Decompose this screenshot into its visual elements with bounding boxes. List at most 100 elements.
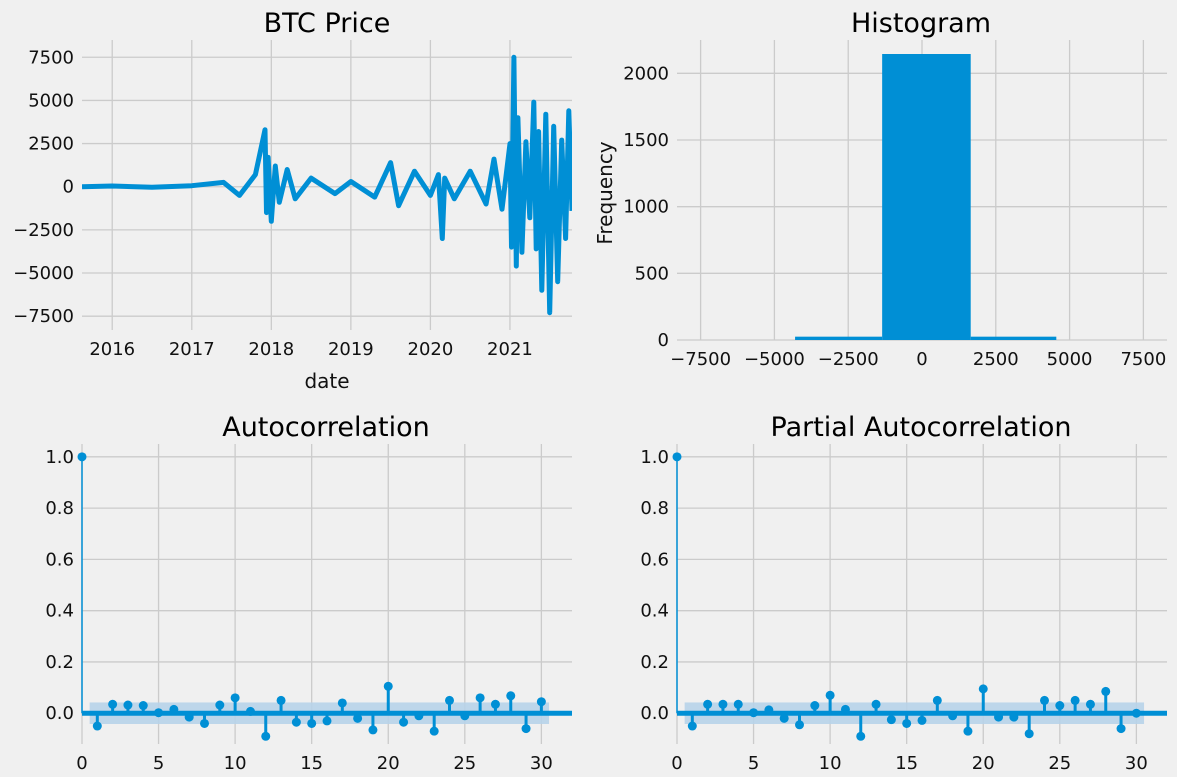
partial-autocorrelation-title: Partial Autocorrelation xyxy=(771,412,1072,443)
partial-autocorrelation-point xyxy=(994,712,1004,722)
autocorrelation-point xyxy=(276,695,286,705)
partial-autocorrelation-point xyxy=(871,699,881,709)
autocorrelation-point xyxy=(169,704,179,714)
histogram-xtick-label: 7500 xyxy=(1120,349,1166,370)
btc-price-series-line xyxy=(82,54,572,316)
autocorrelation-point xyxy=(414,711,424,721)
autocorrelation-point xyxy=(291,717,301,727)
histogram-bar xyxy=(882,54,971,340)
partial-autocorrelation-point xyxy=(1070,695,1080,705)
partial-autocorrelation-xtick-label: 10 xyxy=(819,753,842,774)
autocorrelation-point xyxy=(353,713,363,723)
histogram-ylabel: Frequency xyxy=(593,141,617,244)
partial-autocorrelation-xtick-label: 15 xyxy=(895,753,918,774)
autocorrelation-point xyxy=(245,706,255,716)
autocorrelation-point xyxy=(475,693,485,703)
autocorrelation-xtick-label: 10 xyxy=(224,753,247,774)
partial-autocorrelation-point xyxy=(1116,724,1126,734)
partial-autocorrelation-point xyxy=(779,713,789,723)
autocorrelation-point xyxy=(307,718,317,728)
histogram-bar xyxy=(795,336,883,340)
partial-autocorrelation-point xyxy=(718,699,728,709)
btc-price-ytick-label: 2500 xyxy=(28,134,74,155)
autocorrelation-xtick-label: 15 xyxy=(300,753,323,774)
autocorrelation-xtick-label: 5 xyxy=(153,753,164,774)
autocorrelation-panel: 0 5 10 15 20 25 30 0.0 0.2 0.4 0.6 0.8 1.0 Autocorre… xyxy=(45,412,572,774)
partial-autocorrelation-point xyxy=(733,699,743,709)
autocorrelation-point xyxy=(368,725,378,735)
histogram-ytick-label: 1500 xyxy=(623,130,669,151)
partial-autocorrelation-point xyxy=(825,690,835,700)
partial-autocorrelation-ytick-label: 0.6 xyxy=(640,549,669,570)
btc-price-xlabel: date xyxy=(304,369,349,393)
partial-autocorrelation-point xyxy=(703,699,713,709)
btc-price-title: BTC Price xyxy=(264,8,391,39)
autocorrelation-point xyxy=(200,718,209,728)
autocorrelation-ytick-label: 0.8 xyxy=(45,498,74,519)
histogram-xtick-label: −5000 xyxy=(744,349,805,370)
autocorrelation-xtick-label: 0 xyxy=(76,753,87,774)
autocorrelation-point xyxy=(536,697,546,707)
btc-price-ytick-label: 0 xyxy=(63,177,74,198)
autocorrelation-point xyxy=(322,716,332,726)
partial-autocorrelation-ytick-label: 0.2 xyxy=(640,652,669,673)
autocorrelation-title: Autocorrelation xyxy=(222,412,430,443)
partial-autocorrelation-point xyxy=(810,701,820,711)
btc-price-xtick-label: 2016 xyxy=(89,339,135,360)
partial-autocorrelation-point xyxy=(749,708,759,718)
autocorrelation-point xyxy=(506,691,516,701)
autocorrelation-point xyxy=(490,699,500,709)
autocorrelation-point xyxy=(92,721,102,731)
autocorrelation-ytick-label: 0.6 xyxy=(45,549,74,570)
histogram-ytick-label: 2000 xyxy=(623,63,669,84)
partial-autocorrelation-ytick-label: 0.0 xyxy=(640,703,669,724)
partial-autocorrelation-xtick-label: 20 xyxy=(972,753,995,774)
histogram-xtick-label: 0 xyxy=(916,349,927,370)
histogram-ytick-label: 500 xyxy=(635,263,669,284)
histogram-ytick-label: 0 xyxy=(658,330,669,351)
partial-autocorrelation-point xyxy=(1040,695,1049,705)
partial-autocorrelation-ytick-label: 0.4 xyxy=(640,601,669,622)
btc-price-xtick-label: 2018 xyxy=(248,339,294,360)
partial-autocorrelation-point xyxy=(963,726,973,736)
btc-price-xtick-label: 2020 xyxy=(408,339,454,360)
autocorrelation-point xyxy=(184,712,194,722)
btc-price-ytick-label: 5000 xyxy=(28,90,74,111)
partial-autocorrelation-point xyxy=(1024,729,1034,739)
partial-autocorrelation-point xyxy=(1055,701,1065,711)
partial-autocorrelation-point xyxy=(687,721,697,731)
partial-autocorrelation-point xyxy=(886,715,896,725)
btc-price-panel: 2016 2017 2018 2019 2020 2021 −7500 −5000 −2500 0… xyxy=(13,8,572,393)
autocorrelation-point xyxy=(138,701,148,711)
partial-autocorrelation-ytick-label: 1.0 xyxy=(640,447,669,468)
partial-autocorrelation-xtick-label: 0 xyxy=(671,753,682,774)
btc-price-ytick-label: 7500 xyxy=(28,47,74,68)
histogram-title: Histogram xyxy=(851,8,991,39)
btc-price-ytick-label: −5000 xyxy=(13,263,74,284)
autocorrelation-ytick-label: 0.0 xyxy=(45,703,74,724)
btc-price-ytick-label: −2500 xyxy=(13,220,74,241)
histogram-ytick-label: 1000 xyxy=(623,197,669,218)
partial-autocorrelation-point xyxy=(764,705,774,715)
autocorrelation-point xyxy=(460,711,470,721)
partial-autocorrelation-point xyxy=(672,452,682,462)
autocorrelation-ytick-label: 0.2 xyxy=(45,652,74,673)
autocorrelation-point xyxy=(521,724,531,734)
autocorrelation-point xyxy=(123,700,133,710)
autocorrelation-ytick-label: 1.0 xyxy=(45,447,74,468)
autocorrelation-point xyxy=(77,452,87,462)
partial-autocorrelation-point xyxy=(856,731,866,741)
histogram-xtick-label: −2500 xyxy=(818,349,879,370)
autocorrelation-point xyxy=(154,708,164,718)
autocorrelation-point xyxy=(215,700,225,710)
btc-price-xtick-label: 2017 xyxy=(169,339,215,360)
autocorrelation-point xyxy=(337,698,347,708)
histogram-xtick-label: 2500 xyxy=(973,349,1019,370)
histogram-xtick-label: −7500 xyxy=(670,349,731,370)
autocorrelation-xtick-label: 25 xyxy=(453,753,476,774)
partial-autocorrelation-point xyxy=(1131,708,1141,718)
histogram-bar xyxy=(970,336,1057,340)
autocorrelation-point xyxy=(429,726,439,736)
partial-autocorrelation-point xyxy=(795,720,804,730)
